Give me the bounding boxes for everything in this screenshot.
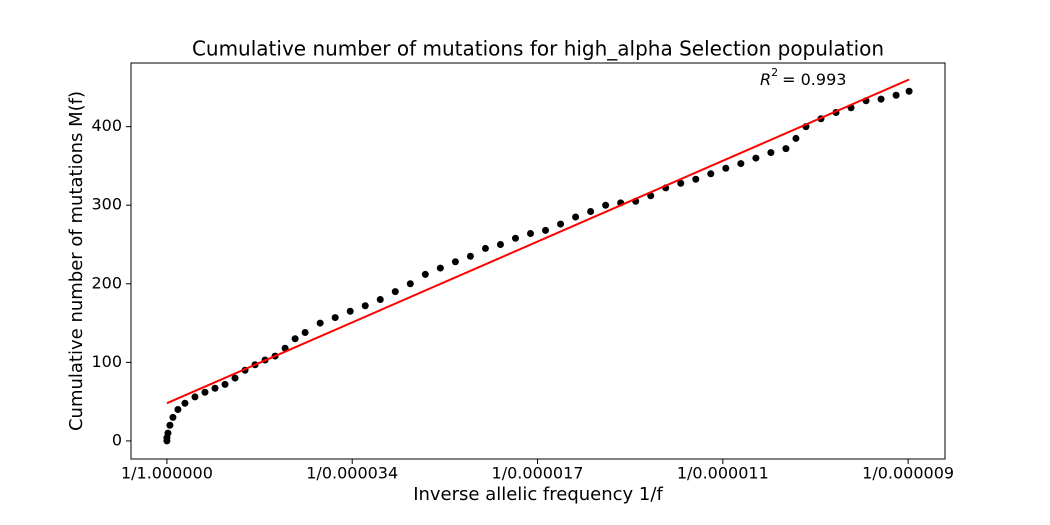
point [677,179,685,187]
point [211,384,219,392]
point [166,421,174,429]
y-axis-label: Cumulative number of mutations M(f) [66,91,87,431]
point [331,314,339,322]
point [169,413,177,421]
point [406,280,414,288]
plot-frame [130,62,946,460]
y-tick-label: 100 [91,352,122,371]
y-tick-label: 200 [91,273,122,292]
x-tick-label: 1/0.000011 [677,464,769,483]
point [174,406,182,413]
point [877,95,885,103]
point [905,87,913,95]
annotation: R2 = 0.993 [760,66,846,89]
point [346,307,354,315]
point [587,208,595,215]
point [481,244,489,252]
chart-title: Cumulative number of mutations for high_… [192,37,884,61]
point [191,393,199,401]
x-tick-label: 1/0.000017 [492,464,584,483]
point [752,154,760,162]
point [301,329,309,336]
point [376,296,384,303]
point [391,288,399,296]
point [557,220,565,228]
annotation-text: = 0.993 [782,70,846,89]
point [291,335,299,343]
point [792,134,800,142]
point [527,230,535,237]
x-tick-label: 1/1.000000 [121,464,213,483]
point [496,241,504,248]
point [201,388,209,396]
point [451,258,459,266]
fit-line [166,78,910,405]
point [707,170,715,178]
point [892,91,900,99]
point [737,160,745,168]
point [164,429,172,437]
point [181,399,189,407]
y-tick-label: 300 [91,195,122,214]
point [602,201,610,209]
point [231,374,239,382]
point [221,380,229,388]
point [767,149,775,157]
point [722,164,730,172]
point [466,252,474,260]
point [421,270,429,278]
point [511,234,519,242]
point [436,264,444,272]
annotation-symbol: R [760,70,771,89]
x-tick-label: 1/0.000009 [862,464,954,483]
point [692,175,700,183]
y-tick-label: 0 [112,430,122,449]
point [782,145,790,153]
point [572,213,580,221]
point [542,226,550,234]
point [316,319,324,327]
y-tick-label: 400 [91,116,122,135]
annotation-exponent: 2 [771,66,778,79]
x-tick-label: 1/0.000034 [306,464,398,483]
point [361,302,369,310]
x-axis-label: Inverse allelic frequency 1/f [413,484,663,505]
